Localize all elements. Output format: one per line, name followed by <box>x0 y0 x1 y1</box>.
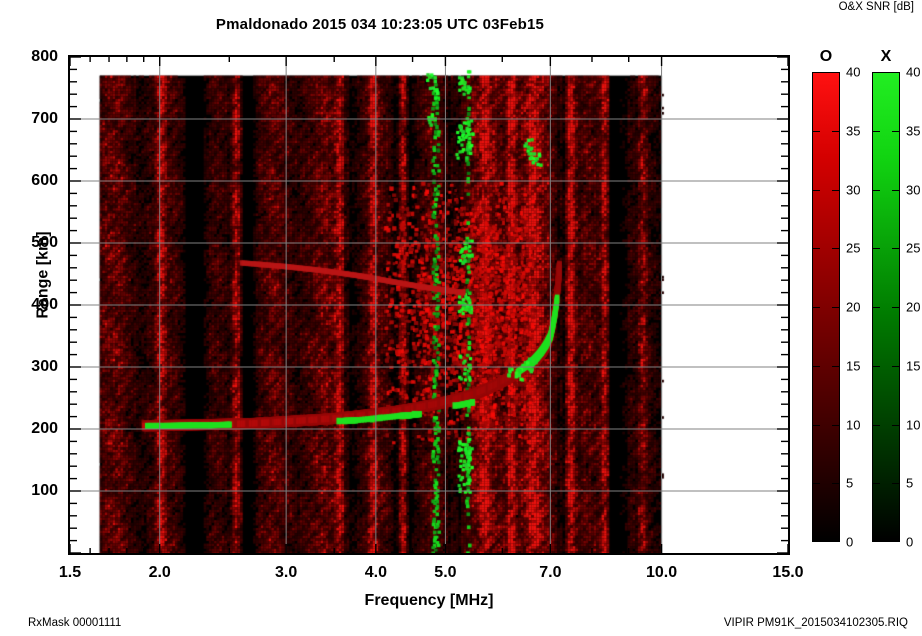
colorbar-tick-mark <box>812 248 820 250</box>
y-tick-label: 700 <box>31 110 58 127</box>
colorbar-header-label: O&X SNR [dB] <box>838 1 914 13</box>
colorbar-tick-mark <box>872 307 880 308</box>
colorbar-tick-mark <box>812 189 820 191</box>
y-tick-label: 100 <box>31 482 58 499</box>
colorbar-tick-mark <box>812 483 820 485</box>
colorbar-tick-mark <box>832 424 840 426</box>
y-tick-label: 800 <box>31 48 58 65</box>
colorbar-tick-label: 0 <box>906 534 914 550</box>
colorbar-tick-mark <box>812 307 820 308</box>
colorbar-tick-mark <box>872 365 880 367</box>
colorbar-tick-label: 5 <box>906 475 914 491</box>
colorbar-tick-mark <box>872 424 880 426</box>
colorbar-tick-mark <box>892 424 900 426</box>
colorbar-tick-label: 5 <box>846 475 854 491</box>
x-tick-label: 10.0 <box>645 564 678 581</box>
y-tick-label: 300 <box>31 358 58 375</box>
colorbar-tick-label: 20 <box>906 299 921 315</box>
colorbar-tick-label: 20 <box>846 299 861 315</box>
x-tick-label: 2.0 <box>148 564 171 581</box>
colorbar-tick-mark <box>892 248 900 250</box>
colorbar-o-title: O <box>819 48 833 65</box>
colorbar-tick-label: 15 <box>906 358 921 374</box>
x-tick-label: 7.0 <box>539 564 562 581</box>
colorbar-tick-mark <box>832 248 840 250</box>
colorbar-tick-label: 30 <box>906 182 921 197</box>
page-title: Pmaldonado 2015 034 10:23:05 UTC 03Feb15 <box>215 16 545 33</box>
y-axis-title: Range [km] <box>34 231 52 319</box>
rxmask-footer-label: RxMask 00001111 <box>28 617 122 629</box>
colorbar-tick-mark <box>832 189 840 191</box>
colorbar-tick-label: 10 <box>846 417 861 432</box>
ionogram-plot-area[interactable] <box>68 55 790 555</box>
colorbar-tick-label: 25 <box>906 240 921 256</box>
colorbar-tick-mark <box>892 307 900 308</box>
colorbar-tick-mark <box>892 483 900 485</box>
colorbar-x-title: X <box>880 48 892 65</box>
colorbar-tick-mark <box>892 189 900 191</box>
colorbar-tick-mark <box>832 365 840 367</box>
colorbar-tick-mark <box>812 365 820 367</box>
colorbar-tick-mark <box>872 483 880 485</box>
colorbar-tick-label: 35 <box>846 123 861 139</box>
colorbar-tick-label: 40 <box>906 64 921 80</box>
colorbar-tick-label: 30 <box>846 182 861 197</box>
colorbar-tick-label: 40 <box>846 64 861 80</box>
colorbar-tick-mark <box>832 483 840 485</box>
x-tick-label: 1.5 <box>58 564 82 581</box>
x-tick-label: 3.0 <box>275 564 298 581</box>
y-axis-title-wrapper: Range [km] <box>2 180 52 370</box>
colorbar-tick-label: 0 <box>846 534 854 550</box>
colorbar-tick-mark <box>832 130 840 132</box>
colorbar-tick-label: 10 <box>906 417 921 432</box>
colorbar-tick-mark <box>892 130 900 132</box>
y-tick-label: 200 <box>31 420 58 437</box>
colorbar-tick-mark <box>832 307 840 308</box>
y-tick-label: 500 <box>31 234 58 251</box>
colorbar-tick-mark <box>892 365 900 367</box>
y-tick-label: 600 <box>31 172 58 189</box>
plot-gridlines <box>70 57 788 553</box>
y-tick-label: 400 <box>31 296 58 313</box>
colorbar-tick-mark <box>812 130 820 132</box>
x-tick-label: 5.0 <box>434 564 457 581</box>
colorbar-tick-mark <box>812 424 820 426</box>
colorbar-tick-label: 35 <box>906 123 921 139</box>
colorbar-tick-mark <box>872 248 880 250</box>
source-file-footer-label: VIPIR PM91K_2015034102305.RIQ <box>723 617 908 629</box>
colorbar-tick-label: 25 <box>846 240 861 256</box>
x-tick-label: 4.0 <box>364 564 387 581</box>
colorbar-tick-mark <box>872 130 880 132</box>
colorbar-tick-label: 15 <box>846 358 861 374</box>
x-tick-label: 15.0 <box>772 564 804 581</box>
colorbar-tick-mark <box>872 189 880 191</box>
x-axis-title: Frequency [MHz] <box>364 592 494 609</box>
